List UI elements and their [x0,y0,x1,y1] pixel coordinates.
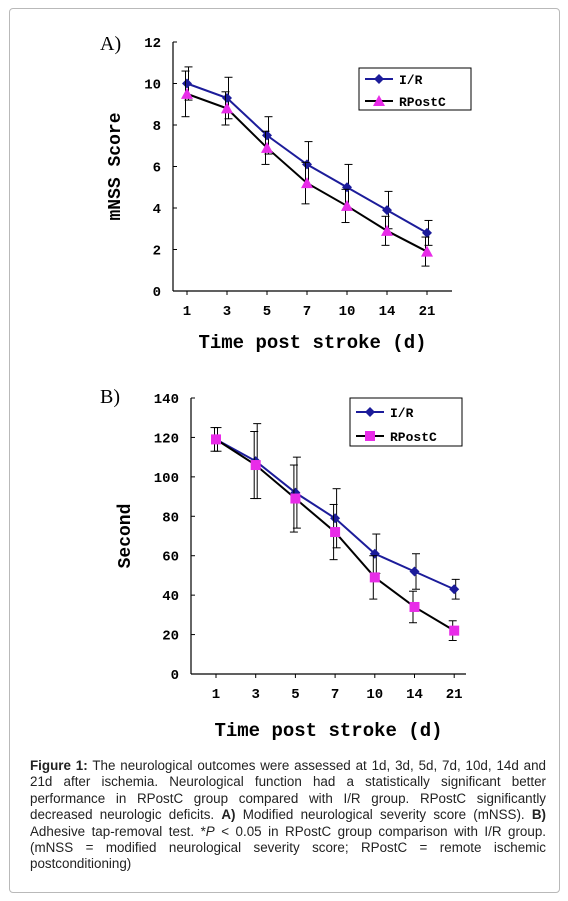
x-tick-label: 14 [406,687,423,703]
x-tick-label: 3 [223,304,231,320]
series-i-r [211,423,460,600]
series-rpostc [210,427,460,641]
x-tick-label: 3 [251,687,259,703]
data-point [301,177,313,189]
x-tick-label: 1 [212,687,220,703]
y-axis-title: Second [116,504,136,569]
caption-p-symbol: P [205,823,215,839]
series-line [186,92,428,253]
chart-panel-b: B) 0 20 40 60 80 100 120 140 1 3 5 7 10 14 21 Time post … [100,386,466,742]
data-point [262,130,272,141]
data-point [290,493,301,504]
data-point [182,78,192,89]
x-axis-title: Time post stroke (d) [214,720,442,742]
legend: I/R RPostC [349,397,463,447]
y-tick-label: 0 [171,668,179,684]
x-tick-label: 7 [303,304,311,320]
data-point [421,245,433,257]
data-point [330,513,341,524]
y-tick-label: 40 [162,589,179,605]
y-tick-label: 8 [153,119,161,135]
panel-label: A) [100,33,121,55]
data-point [341,199,353,211]
data-point [222,93,232,104]
data-point [409,601,420,612]
legend-label: I/R [399,73,423,88]
panel-label: B) [100,386,120,408]
y-tick-label: 10 [144,78,161,94]
figure-frame [9,8,560,893]
data-point [381,224,393,236]
caption-label-b: B) [531,807,546,823]
data-point [181,87,193,99]
x-tick-label: 5 [291,687,299,703]
y-tick-label: 4 [153,202,161,218]
caption-text-1: The neurological outcomes were assessed … [30,758,547,823]
x-tick-label: 10 [366,687,383,703]
data-point [449,584,460,595]
data-point [330,527,341,538]
y-tick-label: 12 [144,36,161,52]
y-tick-label: 20 [162,629,179,645]
y-tick-label: 140 [154,392,179,408]
y-tick-label: 60 [162,550,179,566]
data-point [449,625,460,636]
x-axis-title: Time post stroke (d) [198,332,426,354]
caption-text-2: Modified neurological severity score (mN… [235,807,532,823]
y-tick-label: 2 [153,244,161,260]
data-point [342,182,352,193]
data-point [221,102,233,114]
series-rpostc [181,70,433,267]
y-tick-label: 100 [154,471,179,487]
legend-marker [365,407,375,417]
caption-text-3: Adhesive tap-removal test. * [30,823,206,839]
legend-marker [373,95,385,106]
x-tick-label: 7 [331,687,339,703]
x-tick-label: 1 [183,304,191,320]
legend-label: RPostC [399,95,446,110]
data-point [422,227,432,238]
legend: I/R RPostC [358,67,472,111]
caption-text-4: < 0.05 in RPostC group comparison with I… [30,823,546,872]
caption-label-a: A) [221,807,236,823]
legend-marker [374,74,384,84]
y-tick-label: 120 [154,431,179,447]
x-tick-label: 21 [446,687,463,703]
x-tick-label: 21 [419,304,436,320]
caption-figure-label: Figure 1: [30,758,88,773]
data-point [409,566,420,577]
x-tick-label: 5 [263,304,271,320]
x-tick-label: 14 [379,304,396,320]
legend-label: RPostC [390,430,437,445]
chart-panel-a: A) 0 2 4 6 8 10 12 1 3 5 7 10 14 21 Time post stroke (d… [100,33,472,354]
legend-label: I/R [390,406,414,421]
y-axis-title: mNSS Score [106,112,126,220]
y-tick-label: 0 [153,285,161,301]
data-point [369,572,380,583]
figure-caption: Figure 1: The neurological outcomes were… [30,758,546,873]
y-tick-label: 6 [153,161,161,177]
data-point [250,460,261,471]
data-point [261,141,273,153]
x-tick-label: 10 [339,304,356,320]
data-point [211,434,221,445]
data-point [382,205,392,216]
y-tick-label: 80 [162,510,179,526]
data-point [369,548,380,559]
legend-marker [365,431,375,441]
